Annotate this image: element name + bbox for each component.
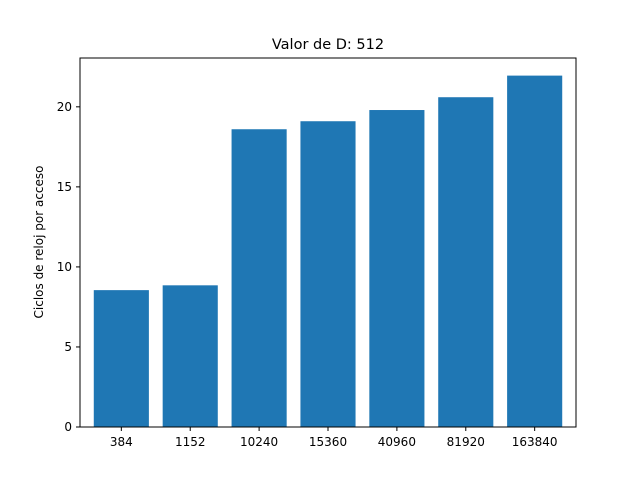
y-tick-label: 10: [57, 260, 72, 274]
y-axis-label: Ciclos de reloj por acceso: [32, 166, 46, 319]
bar-1152: [162, 285, 218, 427]
x-tick-label: 1152: [175, 435, 206, 449]
x-axis-ticks: 384 1152 10240 15360 40960 81920 163840: [110, 427, 558, 449]
x-tick-label: 81920: [447, 435, 485, 449]
y-tick-label: 20: [57, 100, 72, 114]
bar-384: [93, 290, 149, 427]
y-tick-label: 15: [57, 180, 72, 194]
bar-40960: [369, 110, 425, 427]
x-tick-label: 163840: [512, 435, 558, 449]
bars-group: [93, 75, 563, 428]
bar-10240: [231, 129, 287, 428]
x-tick-label: 384: [110, 435, 133, 449]
x-tick-label: 15360: [309, 435, 347, 449]
x-tick-label: 10240: [240, 435, 278, 449]
plot-frame: [79, 57, 577, 428]
bar-81920: [438, 97, 494, 427]
y-tick-label: 5: [64, 340, 72, 354]
chart-title: Valor de D: 512: [272, 37, 384, 53]
bar-15360: [300, 121, 356, 427]
y-axis-ticks: 0 5 10 15 20: [57, 100, 80, 434]
bar-163840: [507, 75, 563, 428]
y-tick-label: 0: [64, 420, 72, 434]
x-tick-label: 40960: [378, 435, 416, 449]
